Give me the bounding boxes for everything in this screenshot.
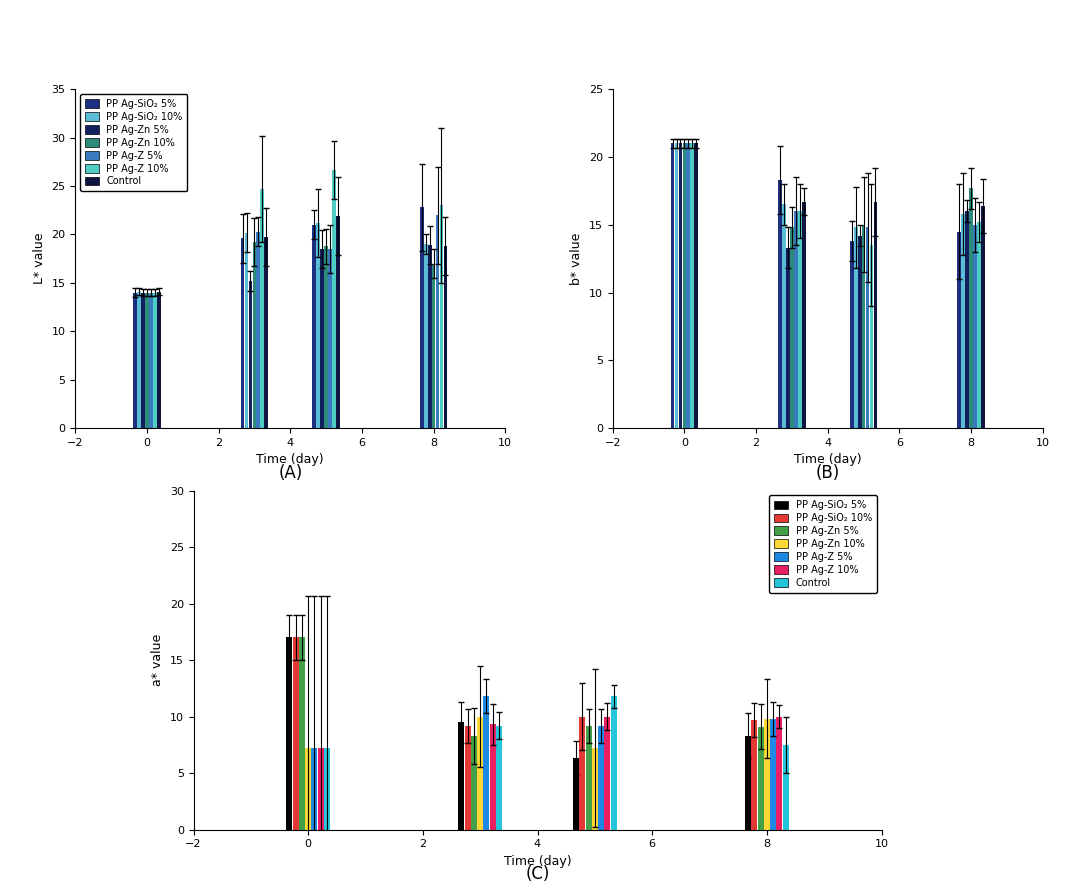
Bar [854, 227, 858, 428]
Bar [776, 716, 783, 830]
Bar [758, 727, 763, 830]
Bar [798, 211, 802, 428]
Bar [604, 716, 611, 830]
Bar [778, 180, 782, 428]
Bar [573, 758, 579, 830]
Bar [802, 202, 805, 428]
X-axis label: Time (day): Time (day) [504, 855, 571, 868]
Bar [458, 723, 464, 830]
Bar [484, 697, 489, 830]
Bar [958, 232, 961, 428]
Text: (A): (A) [278, 464, 302, 482]
Bar [690, 144, 694, 428]
Bar [490, 724, 496, 830]
Bar [874, 202, 877, 428]
Bar [870, 245, 873, 428]
Y-axis label: a* value: a* value [152, 634, 164, 686]
Bar [858, 235, 861, 428]
Bar [313, 225, 316, 428]
Bar [260, 189, 264, 428]
Bar [579, 716, 585, 830]
Bar [299, 638, 305, 830]
Bar [325, 246, 328, 428]
Bar [770, 719, 776, 830]
Bar [745, 736, 751, 830]
Bar [671, 144, 674, 428]
Bar [332, 169, 335, 428]
Bar [328, 249, 332, 428]
Bar [286, 638, 292, 830]
Bar [981, 206, 985, 428]
Bar [865, 227, 870, 428]
Bar [477, 716, 483, 830]
Bar [248, 281, 253, 428]
Bar [764, 719, 770, 830]
Bar [961, 214, 965, 428]
Bar [687, 144, 690, 428]
Bar [428, 245, 431, 428]
Legend: PP Ag-SiO₂ 5%, PP Ag-SiO₂ 10%, PP Ag-Zn 5%, PP Ag-Zn 10%, PP Ag-Z 5%, PP Ag-Z 10: PP Ag-SiO₂ 5%, PP Ag-SiO₂ 10%, PP Ag-Zn … [81, 94, 187, 191]
Bar [420, 207, 424, 428]
Bar [440, 205, 443, 428]
Bar [783, 204, 786, 428]
Bar [316, 223, 320, 428]
Bar [336, 216, 340, 428]
Bar [678, 144, 683, 428]
Bar [133, 293, 137, 428]
Bar [862, 225, 865, 428]
Bar [786, 248, 790, 428]
Bar [790, 227, 793, 428]
Bar [253, 243, 256, 428]
Bar [973, 225, 977, 428]
Text: (C): (C) [526, 865, 549, 883]
Bar [241, 238, 244, 428]
Bar [598, 725, 604, 830]
Y-axis label: b* value: b* value [571, 233, 584, 285]
Bar [586, 725, 591, 830]
Legend: PP Ag-SiO₂ 5%, PP Ag-SiO₂ 10%, PP Ag-Zn 5%, PP Ag-Zn 10%, PP Ag-Z 5%, PP Ag-Z 10: PP Ag-SiO₂ 5%, PP Ag-SiO₂ 10%, PP Ag-Zn … [770, 495, 876, 592]
Bar [157, 292, 160, 428]
Bar [783, 745, 789, 830]
Bar [257, 232, 260, 428]
Bar [444, 246, 447, 428]
Bar [145, 293, 148, 428]
Bar [312, 748, 317, 830]
Bar [683, 144, 686, 428]
Bar [305, 748, 311, 830]
Text: (B): (B) [816, 464, 840, 482]
Bar [424, 244, 428, 428]
Bar [977, 222, 980, 428]
Bar [320, 249, 324, 428]
Bar [324, 748, 330, 830]
Bar [292, 638, 299, 830]
Bar [141, 293, 145, 428]
Bar [592, 748, 598, 830]
Bar [464, 725, 471, 830]
Bar [432, 263, 435, 428]
Bar [751, 720, 757, 830]
Bar [675, 144, 678, 428]
Bar [694, 144, 698, 428]
Bar [970, 188, 973, 428]
Bar [850, 241, 854, 428]
X-axis label: Time (day): Time (day) [794, 453, 861, 467]
Bar [471, 736, 477, 830]
Bar [435, 215, 440, 428]
Bar [496, 725, 502, 830]
Bar [264, 237, 268, 428]
Bar [965, 211, 969, 428]
Bar [245, 233, 248, 428]
Bar [149, 293, 153, 428]
Bar [611, 697, 617, 830]
Y-axis label: L* value: L* value [33, 233, 46, 285]
Bar [794, 211, 798, 428]
Bar [153, 293, 157, 428]
Bar [138, 292, 141, 428]
X-axis label: Time (day): Time (day) [257, 453, 324, 467]
Bar [318, 748, 324, 830]
